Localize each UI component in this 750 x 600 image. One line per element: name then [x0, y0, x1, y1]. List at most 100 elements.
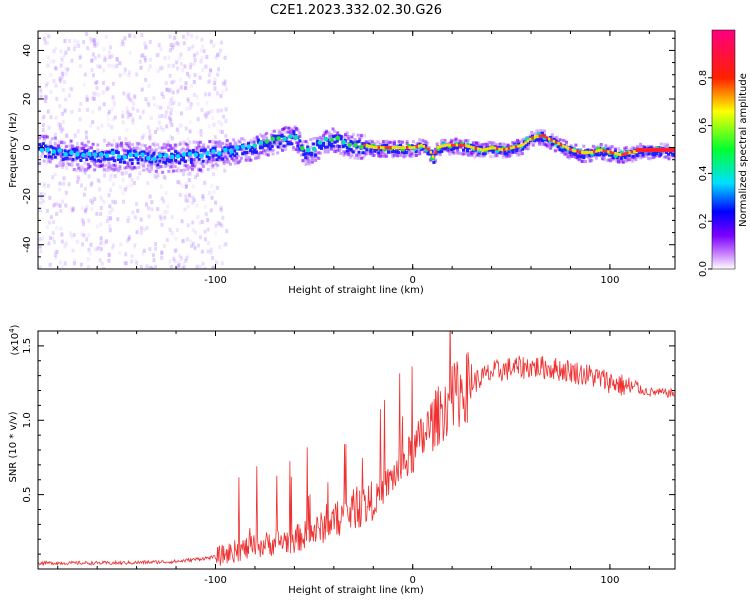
halo-pixel: [146, 163, 150, 167]
halo-pixel: [580, 159, 584, 163]
halo-pixel: [168, 144, 172, 148]
noise-speck: [170, 136, 174, 141]
noise-speck: [108, 204, 112, 209]
halo-pixel: [107, 141, 111, 145]
noise-speck: [192, 80, 196, 84]
core-pixel: [665, 151, 669, 155]
core-pixel: [251, 150, 254, 154]
noise-speck: [112, 64, 116, 69]
core-pixel: [191, 150, 195, 154]
noise-speck: [87, 232, 91, 237]
core-pixel: [505, 152, 509, 156]
noise-speck: [91, 109, 95, 114]
noise-speck: [64, 133, 68, 138]
noise-speck: [59, 49, 63, 54]
halo-pixel: [296, 150, 300, 154]
noise-speck: [201, 194, 205, 199]
ridge-pixel: [472, 146, 475, 150]
noise-speck: [177, 102, 181, 107]
ridge-pixel: [413, 145, 416, 149]
noise-speck: [79, 262, 83, 267]
halo-pixel: [148, 149, 152, 153]
core-pixel: [209, 149, 213, 153]
halo-pixel: [257, 154, 261, 158]
noise-speck: [212, 190, 216, 194]
noise-speck: [79, 54, 83, 59]
halo-pixel: [216, 150, 220, 154]
noise-speck: [129, 98, 133, 103]
halo-pixel: [369, 152, 373, 156]
core-pixel: [254, 150, 258, 154]
noise-speck: [183, 265, 186, 269]
halo-pixel: [511, 144, 515, 148]
noise-speck: [83, 161, 87, 166]
halo-pixel: [172, 162, 176, 165]
halo-pixel: [467, 153, 471, 157]
ridge-pixel: [540, 133, 544, 137]
noise-speck: [167, 63, 171, 68]
halo-pixel: [39, 134, 43, 138]
noise-speck: [111, 199, 115, 204]
halo-pixel: [244, 152, 248, 156]
noise-speck: [195, 94, 199, 99]
ridge-pixel: [524, 141, 527, 145]
noise-speck: [204, 92, 208, 97]
halo-pixel: [347, 153, 351, 157]
core-pixel: [310, 153, 314, 157]
halo-pixel: [479, 143, 483, 147]
halo-pixel: [139, 156, 142, 160]
halo-pixel: [60, 141, 64, 144]
halo-pixel: [69, 157, 73, 161]
halo-pixel: [481, 154, 485, 158]
noise-speck: [134, 259, 138, 264]
noise-speck: [159, 105, 163, 110]
halo-pixel: [124, 166, 128, 169]
noise-speck: [58, 123, 62, 127]
ridge-pixel: [453, 143, 456, 147]
halo-pixel: [110, 143, 114, 147]
halo-pixel: [363, 134, 366, 138]
halo-pixel: [345, 134, 349, 138]
noise-speck: [148, 194, 152, 199]
noise-speck: [220, 261, 224, 266]
halo-pixel: [334, 144, 338, 148]
halo-pixel: [501, 155, 505, 159]
noise-speck: [102, 165, 106, 170]
halo-pixel: [610, 145, 614, 148]
core-pixel: [79, 152, 83, 156]
halo-pixel: [539, 129, 543, 133]
noise-speck: [103, 55, 107, 60]
ridge-pixel: [510, 146, 513, 150]
noise-speck: [175, 228, 179, 232]
noise-speck: [49, 215, 53, 220]
noise-speck: [225, 87, 228, 92]
halo-pixel: [134, 166, 138, 170]
halo-pixel: [476, 141, 480, 145]
noise-speck: [213, 135, 217, 140]
noise-speck: [61, 127, 65, 132]
noise-speck: [203, 180, 207, 185]
noise-speck: [163, 210, 167, 215]
peak-blob: [229, 149, 234, 154]
core-pixel: [183, 160, 187, 163]
halo-pixel: [457, 150, 461, 154]
ridge-pixel: [469, 145, 473, 149]
halo-pixel: [99, 155, 103, 159]
halo-pixel: [393, 143, 396, 147]
noise-speck: [204, 237, 207, 242]
noise-speck: [213, 77, 217, 82]
noise-speck: [170, 215, 174, 220]
x-tick-label: 0: [410, 575, 416, 586]
noise-speck: [191, 200, 195, 205]
noise-speck: [194, 230, 197, 235]
core-pixel: [600, 152, 604, 155]
core-pixel: [156, 155, 160, 159]
noise-speck: [66, 67, 70, 72]
noise-speck: [127, 236, 131, 241]
noise-speck: [181, 266, 185, 269]
halo-pixel: [385, 153, 389, 157]
halo-pixel: [159, 164, 163, 168]
halo-pixel: [326, 147, 330, 151]
noise-speck: [52, 220, 55, 225]
noise-speck: [180, 111, 183, 116]
